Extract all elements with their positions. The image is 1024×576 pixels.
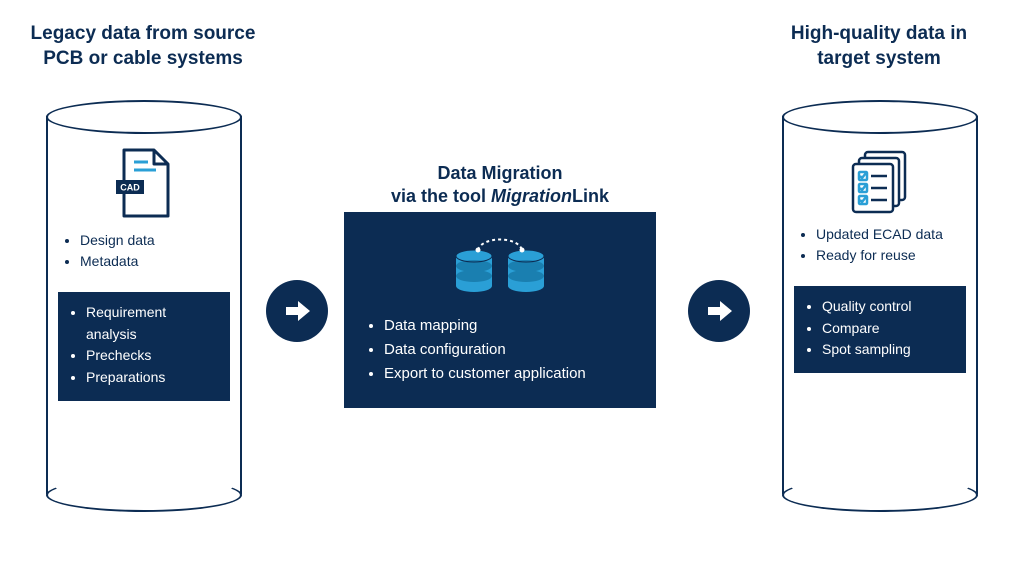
center-title-line1: Data Migration (437, 163, 562, 183)
list-item: Compare (822, 318, 956, 340)
list-item: Updated ECAD data (816, 224, 966, 245)
center-title: Data Migration via the tool MigrationLin… (355, 162, 645, 209)
list-item: Data mapping (384, 314, 638, 338)
right-title-line2: target system (817, 48, 941, 69)
right-title: High-quality data in target system (770, 22, 988, 71)
target-steps-box: Quality control Compare Spot sampling (794, 286, 966, 373)
list-item: Ready for reuse (816, 245, 966, 266)
svg-text:CAD: CAD (120, 183, 140, 193)
list-item: Spot sampling (822, 339, 956, 361)
database-transfer-icon (362, 230, 638, 300)
source-bullets: Design data Metadata (58, 230, 230, 272)
center-title-prefix: via the tool (391, 186, 491, 206)
cad-file-icon: CAD (58, 148, 230, 220)
right-title-line1: High-quality data in (791, 23, 967, 44)
diagram-stage: Legacy data from source PCB or cable sys… (0, 0, 1024, 576)
list-item: Preparations (86, 367, 220, 389)
target-content: Updated ECAD data Ready for reuse Qualit… (794, 148, 966, 373)
cylinder-bottom (46, 478, 242, 512)
left-title-line1: Legacy data from source (31, 23, 256, 44)
list-item: Prechecks (86, 345, 220, 367)
list-item: Metadata (80, 251, 230, 272)
center-title-tool-rest: Link (572, 186, 609, 206)
source-content: CAD Design data Metadata Requirement ana… (58, 148, 230, 401)
arrow-right-icon (688, 280, 750, 342)
list-item: Requirement analysis (86, 302, 220, 345)
list-item: Quality control (822, 296, 956, 318)
left-title-line2: PCB or cable systems (43, 48, 243, 69)
list-item: Design data (80, 230, 230, 251)
list-item: Data configuration (384, 338, 638, 362)
migration-bullets: Data mapping Data configuration Export t… (362, 314, 638, 386)
migration-panel: Data mapping Data configuration Export t… (344, 212, 656, 408)
source-cylinder: CAD Design data Metadata Requirement ana… (46, 100, 242, 510)
arrow-right-icon (266, 280, 328, 342)
target-bullets: Updated ECAD data Ready for reuse (794, 224, 966, 266)
cylinder-top (46, 100, 242, 134)
checklist-icon (794, 148, 966, 214)
source-steps-box: Requirement analysis Prechecks Preparati… (58, 292, 230, 401)
cylinder-top (782, 100, 978, 134)
list-item: Export to customer application (384, 362, 638, 386)
cylinder-bottom (782, 478, 978, 512)
left-title: Legacy data from source PCB or cable sys… (28, 22, 258, 71)
target-cylinder: Updated ECAD data Ready for reuse Qualit… (782, 100, 978, 510)
center-title-tool-italic: Migration (491, 186, 572, 206)
